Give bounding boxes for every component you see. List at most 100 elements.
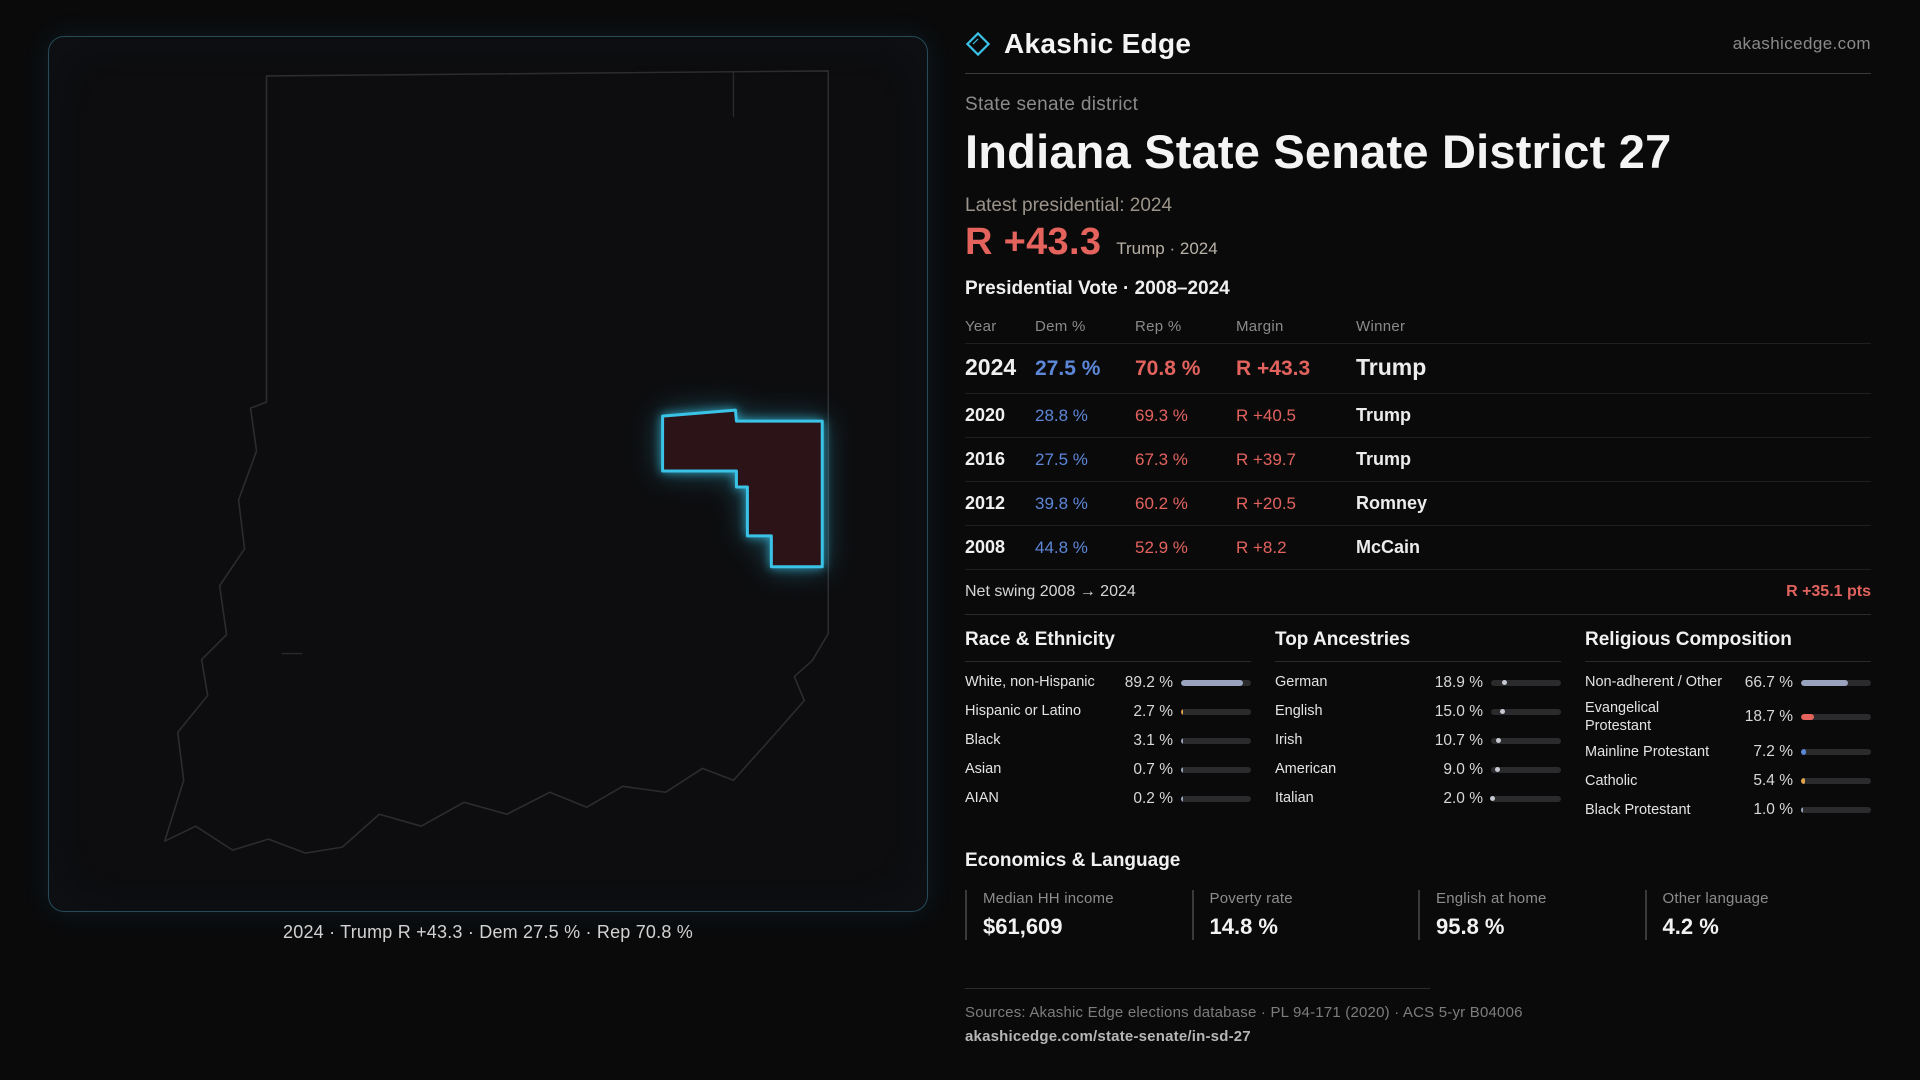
rep-cell: 60.2 % bbox=[1135, 494, 1188, 513]
demo-row: American 9.0 % bbox=[1275, 755, 1561, 784]
margin-cell: R +40.5 bbox=[1236, 406, 1297, 425]
rep-cell: 52.9 % bbox=[1135, 538, 1188, 557]
demo-label: Mainline Protestant bbox=[1585, 743, 1710, 760]
winner-cell: McCain bbox=[1356, 537, 1421, 557]
stat-box: English at home 95.8 % bbox=[1418, 890, 1645, 941]
demographics-section: Race & Ethnicity White, non-Hispanic 89.… bbox=[965, 629, 1871, 824]
stat-box: Median HH income $61,609 bbox=[965, 890, 1192, 941]
net-swing-label: Net swing 2008 → 2024 bbox=[965, 583, 1136, 600]
demo-label: Asian bbox=[965, 761, 1002, 778]
table-row: 2024 27.5 % 70.8 % R +43.3 Trump bbox=[965, 343, 1871, 394]
year-cell: 2012 bbox=[965, 493, 1006, 513]
ancestries-column: Top Ancestries German 18.9 % English 15.… bbox=[1275, 629, 1561, 813]
brand: Akashic Edge bbox=[965, 28, 1191, 60]
demo-value: 9.0 % bbox=[1443, 760, 1483, 778]
religion-title: Religious Composition bbox=[1585, 629, 1871, 662]
permalink[interactable]: akashicedge.com/state-senate/in-sd-27 bbox=[965, 1028, 1251, 1046]
demo-label: Black Protestant bbox=[1585, 801, 1691, 818]
demo-bar bbox=[1491, 679, 1561, 686]
dem-cell: 27.5 % bbox=[1035, 450, 1088, 469]
demo-row: Hispanic or Latino 2.7 % bbox=[965, 697, 1251, 726]
demo-row: German 18.9 % bbox=[1275, 668, 1561, 697]
table-row: 2008 44.8 % 52.9 % R +8.2 McCain bbox=[965, 526, 1871, 570]
map-caption: 2024 · Trump R +43.3 · Dem 27.5 % · Rep … bbox=[283, 922, 693, 942]
dem-cell: 27.5 % bbox=[1035, 357, 1101, 380]
demo-row: Mainline Protestant 7.2 % bbox=[1585, 737, 1871, 766]
net-swing-value: R +35.1 pts bbox=[1786, 583, 1871, 600]
economics-title: Economics & Language bbox=[965, 850, 1181, 872]
margin-cell: R +43.3 bbox=[1236, 357, 1311, 380]
header: Akashic Edge akashicedge.com bbox=[965, 28, 1871, 74]
demo-value: 3.1 % bbox=[1133, 731, 1173, 749]
demo-label: Hispanic or Latino bbox=[965, 703, 1082, 720]
table-row: 2020 28.8 % 69.3 % R +40.5 Trump bbox=[965, 394, 1871, 438]
diamond-logo-icon bbox=[965, 31, 991, 57]
religion-column: Religious Composition Non-adherent / Oth… bbox=[1585, 629, 1871, 824]
demo-label: Non-adherent / Other bbox=[1585, 674, 1723, 691]
map-panel bbox=[48, 36, 928, 912]
stat-box: Other language 4.2 % bbox=[1644, 890, 1872, 941]
rep-cell: 69.3 % bbox=[1135, 406, 1188, 425]
rep-cell: 67.3 % bbox=[1135, 450, 1188, 469]
demo-value: 66.7 % bbox=[1744, 673, 1793, 691]
demo-label: AIAN bbox=[965, 790, 999, 807]
year-cell: 2016 bbox=[965, 449, 1006, 469]
demo-value: 15.0 % bbox=[1434, 702, 1483, 720]
site-domain-link[interactable]: akashicedge.com bbox=[1732, 34, 1871, 53]
col-margin: Margin bbox=[1236, 318, 1284, 335]
net-swing-row: Net swing 2008 → 2024 R +35.1 pts bbox=[965, 570, 1871, 615]
demo-value: 5.4 % bbox=[1753, 771, 1793, 789]
demo-bar bbox=[1490, 795, 1561, 802]
demo-value: 89.2 % bbox=[1124, 673, 1173, 691]
race-title: Race & Ethnicity bbox=[965, 629, 1251, 662]
stat-value: 95.8 % bbox=[1436, 914, 1505, 940]
demo-row: Catholic 5.4 % bbox=[1585, 766, 1871, 795]
report-panel: Akashic Edge akashicedge.com State senat… bbox=[965, 28, 1871, 1046]
demo-value: 18.9 % bbox=[1434, 673, 1483, 691]
demo-label: Black bbox=[965, 732, 1001, 749]
footer-sources: Sources: Akashic Edge elections database… bbox=[965, 1004, 1523, 1022]
economics-stats: Median HH income $61,609 Poverty rate 14… bbox=[965, 890, 1872, 941]
stat-label: Other language bbox=[1662, 890, 1769, 908]
stat-value: 14.8 % bbox=[1209, 914, 1279, 940]
stat-value: 4.2 % bbox=[1662, 914, 1719, 940]
dem-cell: 28.8 % bbox=[1035, 406, 1088, 425]
stat-label: Poverty rate bbox=[1209, 890, 1293, 908]
state-outline bbox=[163, 70, 830, 854]
stat-label: Median HH income bbox=[983, 890, 1114, 908]
footer-divider bbox=[965, 988, 1430, 990]
race-column: Race & Ethnicity White, non-Hispanic 89.… bbox=[965, 629, 1251, 813]
demo-bar bbox=[1181, 737, 1251, 744]
brand-name: Akashic Edge bbox=[1004, 28, 1192, 59]
margin-cell: R +20.5 bbox=[1236, 494, 1297, 513]
demo-bar bbox=[1491, 737, 1561, 744]
winner-cell: Romney bbox=[1356, 493, 1428, 513]
demo-row: Asian 0.7 % bbox=[965, 755, 1251, 784]
stat-label: English at home bbox=[1436, 890, 1547, 908]
demo-bar bbox=[1181, 795, 1251, 802]
demo-bar bbox=[1801, 714, 1871, 721]
winner-cell: Trump bbox=[1356, 354, 1427, 380]
demo-bar bbox=[1801, 679, 1871, 686]
col-year: Year bbox=[965, 318, 997, 335]
demo-value: 10.7 % bbox=[1434, 731, 1483, 749]
winner-cell: Trump bbox=[1356, 405, 1412, 425]
indiana-map bbox=[163, 70, 830, 854]
demo-label: Italian bbox=[1275, 790, 1314, 807]
demo-row: Black 3.1 % bbox=[965, 726, 1251, 755]
latest-margin-value: R +43.3 bbox=[965, 221, 1102, 263]
demo-value: 2.7 % bbox=[1133, 702, 1173, 720]
col-dem: Dem % bbox=[1035, 318, 1086, 335]
margin-cell: R +39.7 bbox=[1236, 450, 1297, 469]
stat-box: Poverty rate 14.8 % bbox=[1191, 890, 1419, 941]
demo-bar bbox=[1801, 806, 1871, 813]
demo-row: Non-adherent / Other 66.7 % bbox=[1585, 668, 1871, 697]
demo-bar bbox=[1801, 748, 1871, 755]
demo-bar bbox=[1491, 766, 1561, 773]
latest-presidential-label: Latest presidential: 2024 bbox=[965, 195, 1173, 216]
dem-cell: 44.8 % bbox=[1035, 538, 1088, 557]
vote-table-header: Year Dem % Rep % Margin Winner bbox=[965, 312, 1871, 343]
winner-cell: Trump bbox=[1356, 449, 1412, 469]
demo-row: Irish 10.7 % bbox=[1275, 726, 1561, 755]
